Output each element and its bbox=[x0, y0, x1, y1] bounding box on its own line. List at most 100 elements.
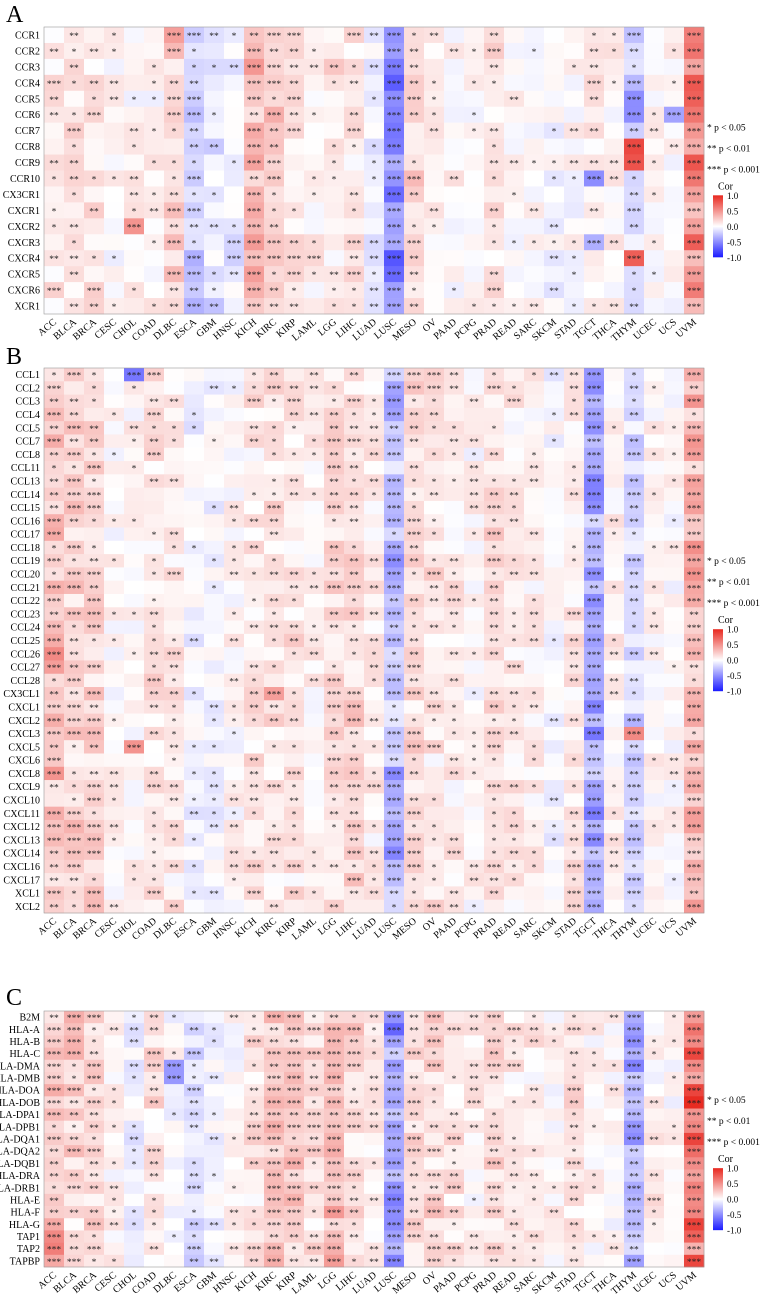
significance-mark: *** bbox=[687, 824, 702, 834]
significance-mark: *** bbox=[327, 1075, 342, 1085]
significance-mark: *** bbox=[687, 770, 702, 780]
row-label: HLA-DPB1 bbox=[0, 1122, 40, 1133]
heatmap-cell bbox=[544, 368, 565, 382]
significance-mark: ** bbox=[449, 385, 459, 395]
significance-mark: * bbox=[592, 1063, 597, 1073]
heatmap-cell bbox=[624, 421, 645, 435]
significance-mark: * bbox=[472, 531, 477, 541]
significance-mark: * bbox=[672, 425, 677, 435]
significance-mark: * bbox=[512, 837, 517, 847]
heatmap-cell bbox=[124, 726, 145, 741]
significance-mark: ** bbox=[249, 770, 259, 780]
heatmap-cell bbox=[224, 282, 245, 299]
significance-mark: * bbox=[152, 571, 157, 581]
heatmap-cell bbox=[264, 368, 285, 382]
significance-mark: ** bbox=[349, 425, 359, 435]
heatmap-cell bbox=[364, 833, 385, 847]
heatmap-cell bbox=[504, 647, 525, 661]
heatmap-cell bbox=[104, 700, 125, 714]
heatmap-cell bbox=[204, 620, 225, 635]
heatmap-cell bbox=[564, 202, 585, 219]
significance-mark: ** bbox=[109, 80, 119, 90]
heatmap-cell bbox=[624, 461, 645, 475]
heatmap-cell bbox=[624, 266, 645, 283]
significance-mark: ** bbox=[69, 64, 79, 74]
row-label: XCL1 bbox=[15, 889, 40, 900]
heatmap-cell bbox=[144, 461, 165, 475]
significance-mark: ** bbox=[189, 1124, 199, 1134]
significance-mark: * bbox=[212, 717, 217, 727]
significance-mark: *** bbox=[587, 398, 602, 408]
significance-mark: * bbox=[272, 863, 277, 873]
heatmap-cell bbox=[464, 607, 485, 621]
heatmap-cell bbox=[164, 593, 185, 608]
significance-mark: * bbox=[92, 255, 97, 265]
significance-mark: ** bbox=[369, 239, 379, 249]
significance-mark: ** bbox=[49, 1014, 59, 1024]
heatmap-cell bbox=[484, 407, 505, 422]
heatmap-cell bbox=[184, 474, 205, 488]
significance-mark: * bbox=[192, 744, 197, 754]
significance-mark: *** bbox=[447, 1136, 462, 1146]
heatmap-cell bbox=[124, 266, 145, 283]
heatmap-cell bbox=[204, 250, 225, 267]
significance-mark: * bbox=[292, 1246, 297, 1256]
significance-mark: * bbox=[532, 1099, 537, 1109]
heatmap-cell bbox=[244, 74, 265, 92]
heatmap-cell bbox=[364, 527, 385, 542]
significance-mark: ** bbox=[289, 385, 299, 395]
heatmap-cell bbox=[184, 58, 205, 76]
heatmap-cell bbox=[224, 1157, 245, 1170]
heatmap-cell bbox=[384, 138, 405, 155]
significance-mark: * bbox=[532, 691, 537, 701]
heatmap-cell bbox=[324, 122, 345, 139]
significance-mark: *** bbox=[347, 717, 362, 727]
significance-mark: * bbox=[312, 1063, 317, 1073]
significance-mark: ** bbox=[569, 837, 579, 847]
significance-mark: *** bbox=[627, 558, 642, 568]
heatmap-cell bbox=[304, 766, 325, 781]
heatmap-cell bbox=[264, 806, 285, 821]
heatmap-cell bbox=[244, 819, 265, 834]
heatmap-cell bbox=[284, 514, 305, 528]
heatmap-cell bbox=[104, 138, 125, 155]
heatmap-cell bbox=[144, 1132, 165, 1146]
heatmap-cell bbox=[244, 899, 265, 914]
significance-mark: *** bbox=[367, 784, 382, 794]
significance-mark: ** bbox=[89, 584, 99, 594]
significance-mark: ** bbox=[189, 287, 199, 297]
heatmap-cell bbox=[504, 580, 525, 595]
heatmap-cell bbox=[84, 106, 105, 123]
heatmap-cell bbox=[164, 500, 185, 515]
heatmap-cell bbox=[304, 218, 325, 235]
significance-mark: * bbox=[652, 491, 657, 501]
significance-mark: ** bbox=[169, 80, 179, 90]
significance-mark: * bbox=[552, 160, 557, 170]
significance-mark: ** bbox=[49, 1197, 59, 1207]
significance-mark: ** bbox=[329, 271, 339, 281]
heatmap-cell bbox=[604, 122, 625, 139]
significance-mark: *** bbox=[427, 1197, 442, 1207]
heatmap-cell bbox=[404, 42, 425, 60]
significance-mark: ** bbox=[349, 810, 359, 820]
heatmap-cell bbox=[664, 487, 685, 502]
significance-mark: * bbox=[632, 398, 637, 408]
heatmap-cell bbox=[304, 154, 325, 171]
heatmap-cell bbox=[124, 580, 145, 595]
significance-mark: *** bbox=[227, 255, 242, 265]
heatmap-cell bbox=[544, 421, 565, 435]
significance-mark: * bbox=[512, 303, 517, 313]
heatmap-cell bbox=[364, 700, 385, 714]
heatmap-cell bbox=[224, 1169, 245, 1182]
significance-mark: * bbox=[492, 717, 497, 727]
significance-mark: * bbox=[292, 207, 297, 217]
heatmap-cell bbox=[124, 122, 145, 139]
significance-mark: * bbox=[292, 824, 297, 834]
heatmap-cell bbox=[224, 27, 245, 44]
heatmap-cell bbox=[64, 122, 85, 139]
significance-mark: ** bbox=[89, 1173, 99, 1183]
significance-mark: * bbox=[312, 863, 317, 873]
significance-mark: * bbox=[252, 491, 257, 501]
heatmap-cell bbox=[664, 266, 685, 283]
heatmap-cell bbox=[44, 202, 65, 219]
